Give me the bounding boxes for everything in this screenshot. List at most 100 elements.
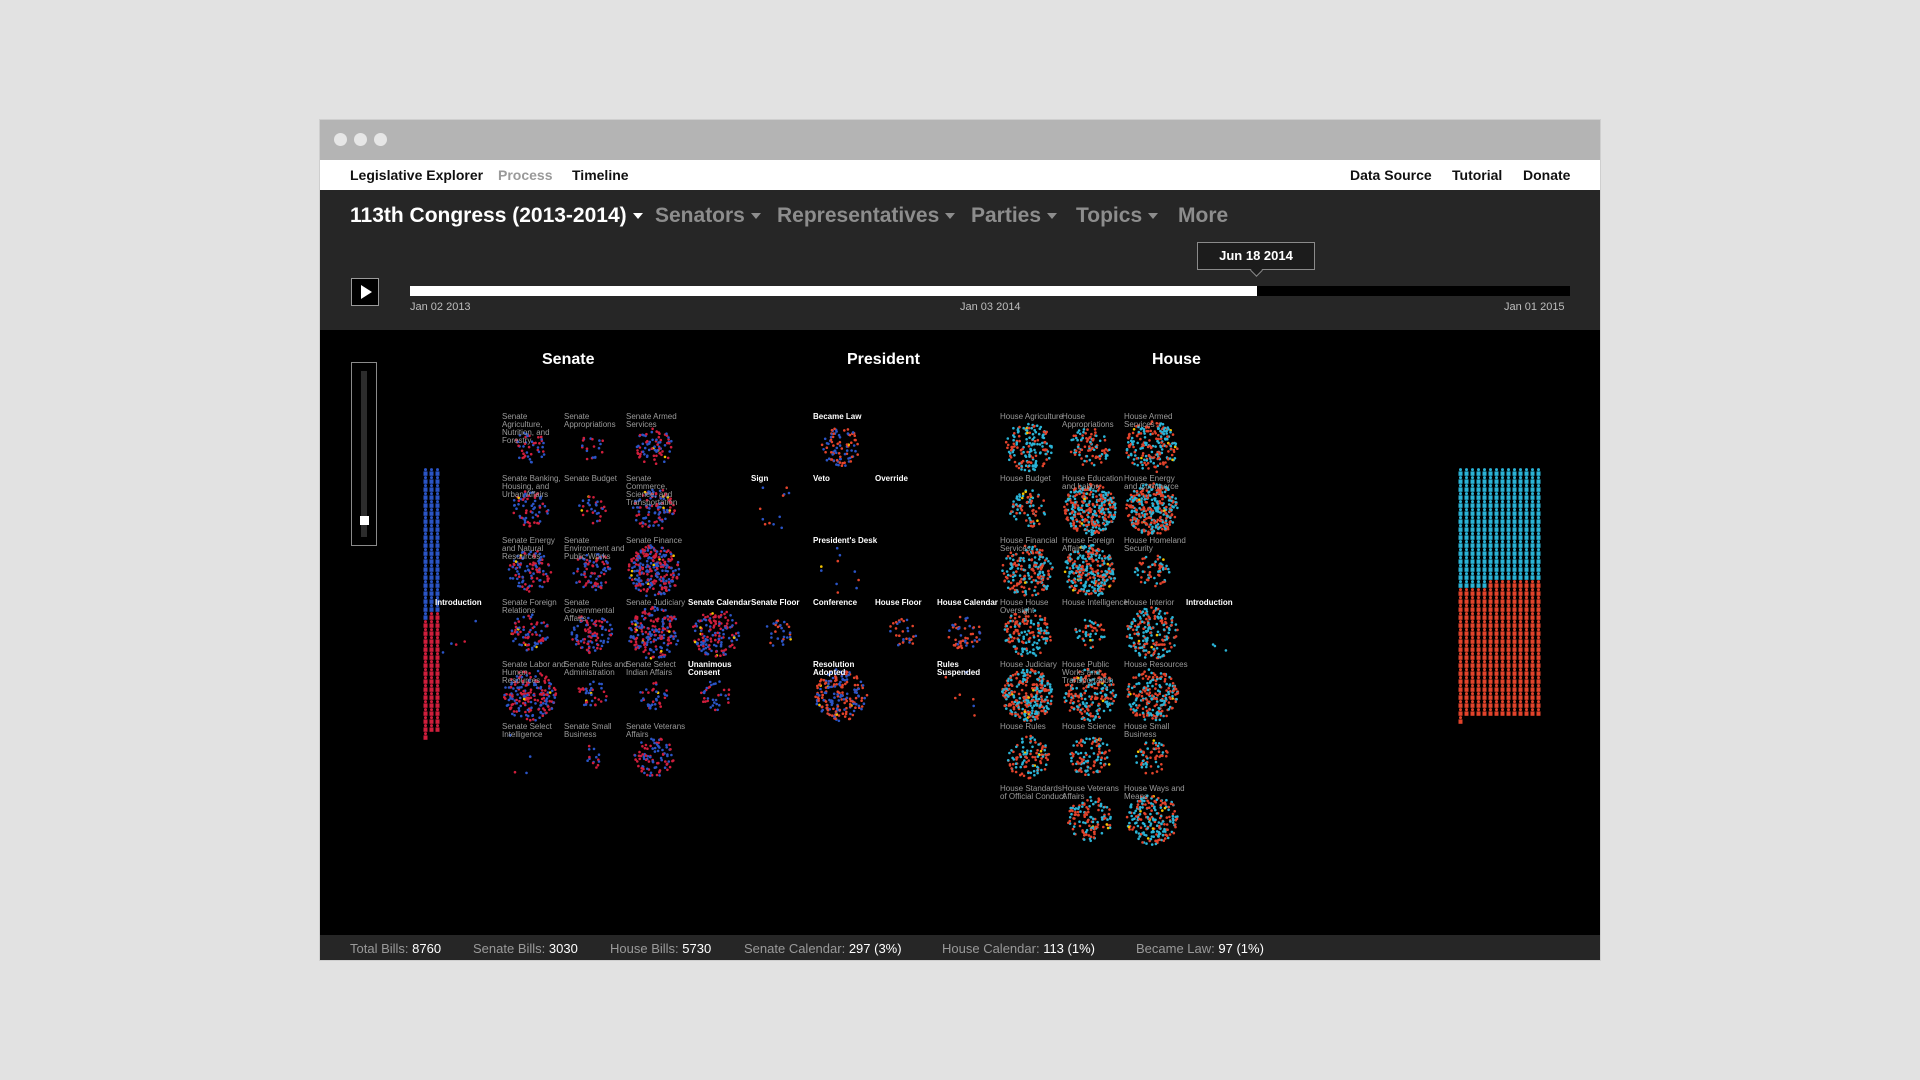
stage-label-s-agri[interactable]: Senate Agriculture, Nutrition, and Fores…: [502, 412, 550, 445]
bill-cluster-h-armed[interactable]: [1122, 415, 1182, 475]
window-close-dot[interactable]: [334, 133, 347, 146]
bill-cluster-s-labor[interactable]: [500, 663, 560, 723]
bill-cluster-s-calendar[interactable]: [686, 601, 746, 661]
stage-label-s-foreign[interactable]: Senate Foreign Relations: [502, 598, 557, 615]
representatives-dropdown[interactable]: Representatives: [777, 204, 956, 228]
stage-label-s-rules[interactable]: Senate Rules and Administration: [564, 660, 628, 677]
stage-label-h-edu[interactable]: House Education and Labor: [1062, 474, 1123, 491]
stage-label-p-veto[interactable]: Veto: [813, 474, 830, 483]
bill-cluster-h-agri[interactable]: [998, 415, 1058, 475]
stage-label-h-budget[interactable]: House Budget: [1000, 474, 1051, 483]
bill-cluster-h-public[interactable]: [1060, 663, 1120, 723]
stage-label-s-calendar[interactable]: Senate Calendar: [688, 598, 751, 607]
more-menu[interactable]: More: [1178, 204, 1228, 228]
stage-label-s-env[interactable]: Senate Environment and Public Works: [564, 536, 625, 561]
stage-label-s-finance[interactable]: Senate Finance: [626, 536, 683, 545]
stage-label-h-fin[interactable]: House Financial Services: [1000, 536, 1058, 553]
nav-timeline[interactable]: Timeline: [572, 167, 629, 183]
stage-label-h-armed[interactable]: House Armed Services: [1124, 412, 1173, 429]
bill-cluster-h-floor[interactable]: [873, 601, 933, 661]
bill-cluster-p-sign[interactable]: [749, 477, 809, 537]
bill-cluster-h-oversight[interactable]: [998, 601, 1058, 661]
bill-cluster-senate-intro[interactable]: [433, 601, 493, 661]
bill-cluster-rules-susp[interactable]: [935, 663, 995, 723]
timeline-slider[interactable]: [410, 286, 1570, 296]
stage-label-conference[interactable]: Conference: [813, 598, 858, 607]
stage-label-s-indian[interactable]: Senate Select Indian Affairs: [626, 660, 676, 677]
stage-label-h-calendar[interactable]: House Calendar: [937, 598, 998, 607]
bill-cluster-s-rules[interactable]: [562, 663, 622, 723]
stage-label-s-approp[interactable]: Senate Appropriations: [564, 412, 616, 429]
stage-label-p-override[interactable]: Override: [875, 474, 908, 483]
zoom-control[interactable]: [351, 362, 377, 546]
stage-label-p-sign[interactable]: Sign: [751, 474, 769, 483]
bill-cluster-s-finance[interactable]: [624, 539, 684, 599]
bill-cluster-h-interior[interactable]: [1122, 601, 1182, 661]
bill-cluster-h-resources[interactable]: [1122, 663, 1182, 723]
bill-cluster-s-budget[interactable]: [562, 477, 622, 537]
bill-cluster-s-floor[interactable]: [749, 601, 809, 661]
stage-label-s-floor[interactable]: Senate Floor: [751, 598, 800, 607]
bill-cluster-h-foreign[interactable]: [1060, 539, 1120, 599]
play-button[interactable]: [351, 278, 379, 306]
topics-dropdown[interactable]: Topics: [1076, 204, 1159, 228]
stage-label-senate-intro[interactable]: Introduction: [435, 598, 482, 607]
stage-label-h-resources[interactable]: House Resources: [1124, 660, 1188, 669]
stage-label-h-approp[interactable]: House Appropriations: [1062, 412, 1114, 429]
nav-data-source[interactable]: Data Source: [1350, 167, 1432, 183]
stage-label-p-desk[interactable]: President's Desk: [813, 536, 878, 545]
congress-dropdown[interactable]: 113th Congress (2013-2014): [350, 204, 643, 228]
bill-cluster-s-commerce[interactable]: [624, 477, 684, 537]
bill-cluster-h-budget[interactable]: [998, 477, 1058, 537]
stage-label-s-gov[interactable]: Senate Governmental Affairs: [564, 598, 615, 623]
bill-cluster-s-banking[interactable]: [500, 477, 560, 537]
zoom-handle[interactable]: [360, 516, 369, 526]
bill-cluster-s-intel[interactable]: [500, 725, 560, 785]
nav-tutorial[interactable]: Tutorial: [1452, 167, 1503, 183]
stage-label-s-armed[interactable]: Senate Armed Services: [626, 412, 677, 429]
bill-cluster-h-fin[interactable]: [998, 539, 1058, 599]
stage-label-h-interior[interactable]: House Interior: [1124, 598, 1175, 607]
bill-cluster-s-env[interactable]: [562, 539, 622, 599]
stage-label-s-unanimous[interactable]: Unanimous Consent: [688, 660, 732, 677]
stage-label-s-intel[interactable]: Senate Select Intelligence: [502, 722, 552, 739]
bill-cluster-h-homeland[interactable]: [1122, 539, 1182, 599]
senators-dropdown[interactable]: Senators: [655, 204, 761, 228]
stage-label-h-floor[interactable]: House Floor: [875, 598, 922, 607]
parties-dropdown[interactable]: Parties: [971, 204, 1058, 228]
stage-label-h-energy[interactable]: House Energy and Commerce: [1124, 474, 1179, 491]
bill-cluster-h-energy[interactable]: [1122, 477, 1182, 537]
bill-cluster-h-judiciary[interactable]: [998, 663, 1058, 723]
stage-label-h-oversight[interactable]: House House Oversight: [1000, 598, 1049, 615]
bill-cluster-s-approp[interactable]: [562, 415, 622, 475]
bill-cluster-s-foreign[interactable]: [500, 601, 560, 661]
stage-label-h-foreign[interactable]: House Foreign Affairs: [1062, 536, 1115, 553]
bill-cluster-s-veterans[interactable]: [624, 725, 684, 785]
bill-cluster-s-unanimous[interactable]: [686, 663, 746, 723]
stage-label-s-energy[interactable]: Senate Energy and Natural Resources: [502, 536, 555, 561]
bill-cluster-s-energy[interactable]: [500, 539, 560, 599]
stage-label-resolution[interactable]: Resolution Adopted: [813, 660, 855, 677]
stage-label-s-banking[interactable]: Senate Banking, Housing, and Urban Affai…: [502, 474, 561, 499]
stage-label-s-veterans[interactable]: Senate Veterans Affairs: [626, 722, 686, 739]
bill-cluster-h-approp[interactable]: [1060, 415, 1120, 475]
bill-cluster-h-edu[interactable]: [1060, 477, 1120, 537]
nav-donate[interactable]: Donate: [1523, 167, 1571, 183]
stage-label-s-labor[interactable]: Senate Labor and Human Resources: [502, 660, 566, 685]
bill-cluster-h-calendar[interactable]: [935, 601, 995, 661]
stage-label-h-public[interactable]: House Public Works and Transportation: [1062, 660, 1114, 685]
stage-label-rules-susp[interactable]: Rules Suspended: [937, 660, 981, 677]
bill-cluster-p-desk[interactable]: [811, 539, 871, 599]
bill-cluster-resolution[interactable]: [811, 663, 871, 723]
bill-cluster-s-indian[interactable]: [624, 663, 684, 723]
nav-process[interactable]: Process: [498, 167, 553, 183]
stage-label-h-judiciary[interactable]: House Judiciary: [1000, 660, 1057, 669]
stage-label-s-budget[interactable]: Senate Budget: [564, 474, 617, 483]
bill-cluster-s-gov[interactable]: [562, 601, 622, 661]
bill-cluster-s-armed[interactable]: [624, 415, 684, 475]
stage-label-h-agri[interactable]: House Agriculture: [1000, 412, 1064, 421]
app-title-link[interactable]: Legislative Explorer: [350, 167, 484, 183]
stage-label-s-judiciary[interactable]: Senate Judiciary: [626, 598, 686, 607]
stage-label-h-homeland[interactable]: House Homeland Security: [1124, 536, 1186, 553]
bill-cluster-s-judiciary[interactable]: [624, 601, 684, 661]
